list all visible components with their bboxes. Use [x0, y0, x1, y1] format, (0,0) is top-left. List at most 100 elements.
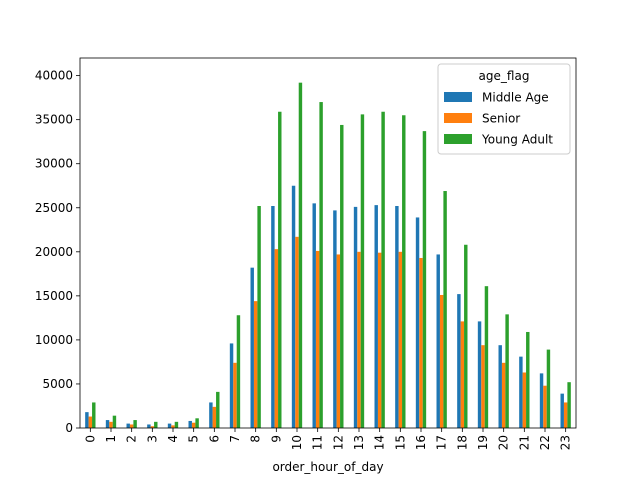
bar-young-adult-22	[546, 349, 551, 428]
x-tick-label: 1	[104, 435, 118, 443]
bar-middle-age-10	[291, 185, 296, 428]
bar-young-adult-6	[216, 391, 220, 428]
x-tick-label: 4	[166, 435, 180, 443]
x-tick-label: 12	[331, 435, 345, 450]
bar-middle-age-17	[436, 254, 440, 428]
bar-senior-6	[212, 406, 217, 428]
x-tick-label: 8	[249, 435, 263, 443]
bar-middle-age-15	[395, 206, 399, 428]
bar-senior-15	[398, 251, 403, 428]
y-tick-label: 40000	[35, 69, 73, 83]
bar-senior-18	[460, 321, 465, 428]
legend-label-senior: Senior	[482, 112, 520, 126]
bar-young-adult-13	[360, 114, 365, 428]
legend-box	[437, 63, 571, 155]
x-tick-label: 3	[145, 435, 159, 443]
x-axis-label: order_hour_of_day	[272, 460, 383, 474]
y-tick-label: 35000	[35, 113, 73, 127]
x-tick-label: 10	[290, 435, 304, 450]
bar-middle-age-22	[539, 373, 544, 428]
bar-young-adult-5	[195, 418, 199, 428]
legend: age_flag Middle Age Senior Young Adult	[437, 63, 571, 155]
bar-young-adult-19	[484, 286, 489, 428]
bar-senior-9	[274, 249, 279, 428]
x-tick-label: 22	[538, 435, 552, 450]
x-tick-label: 20	[497, 435, 511, 450]
bar-young-adult-20	[505, 314, 509, 428]
bar-senior-10	[295, 236, 299, 428]
bar-young-adult-4	[174, 421, 179, 428]
y-tick-label: 20000	[35, 245, 73, 259]
bar-young-adult-9	[278, 111, 282, 429]
bar-young-adult-8	[257, 206, 261, 428]
bar-middle-age-14	[374, 205, 378, 428]
bar-middle-age-4	[167, 423, 172, 428]
bar-senior-11	[315, 250, 320, 428]
bar-middle-age-1	[105, 420, 110, 428]
legend-swatch-young-adult	[444, 134, 472, 144]
bar-senior-16	[419, 257, 423, 428]
bar-middle-age-20	[498, 345, 502, 428]
bar-middle-age-9	[271, 206, 275, 428]
bar-young-adult-1	[112, 415, 117, 428]
bar-young-adult-18	[464, 244, 468, 428]
x-tick-label: 6	[207, 435, 221, 443]
x-tick-label: 15	[393, 435, 407, 450]
bar-senior-5	[191, 422, 196, 428]
y-tick-label: 30000	[35, 157, 73, 171]
legend-swatch-middle-age	[444, 92, 472, 102]
bar-young-adult-2	[133, 420, 137, 428]
x-tick-label: 19	[476, 435, 490, 450]
bar-middle-age-18	[457, 294, 461, 428]
x-tick-label: 17	[435, 435, 449, 450]
bar-young-adult-17	[443, 191, 447, 428]
bar-young-adult-3	[154, 421, 158, 428]
bar-young-adult-23	[567, 382, 571, 428]
bar-senior-1	[109, 421, 113, 428]
bar-middle-age-3	[147, 424, 151, 428]
bar-senior-7	[233, 362, 237, 428]
legend-label-young-adult: Young Adult	[481, 133, 553, 147]
bar-young-adult-21	[526, 331, 530, 428]
bar-senior-19	[481, 345, 485, 428]
bar-middle-age-11	[312, 203, 316, 428]
bar-young-adult-15	[402, 115, 406, 428]
y-tick-label: 10000	[35, 333, 73, 347]
bar-middle-age-8	[250, 267, 254, 428]
x-tick-label: 7	[228, 435, 242, 443]
legend-label-middle-age: Middle Age	[482, 91, 549, 105]
bar-senior-0	[88, 416, 93, 428]
legend-title: age_flag	[479, 69, 530, 83]
bar-middle-age-21	[519, 356, 523, 428]
bar-young-adult-11	[319, 102, 323, 429]
bar-young-adult-14	[381, 111, 385, 429]
x-tick-label: 23	[559, 435, 573, 450]
x-tick-label: 21	[517, 435, 531, 450]
bar-middle-age-0	[85, 412, 89, 428]
bar-young-adult-12	[340, 124, 344, 428]
x-tick-label: 18	[455, 435, 469, 450]
bar-middle-age-6	[209, 402, 213, 428]
bar-middle-age-23	[560, 393, 564, 428]
bar-senior-4	[171, 425, 175, 428]
bar-middle-age-5	[188, 420, 192, 428]
bar-middle-age-13	[353, 206, 358, 428]
bar-young-adult-0	[92, 402, 96, 428]
bar-young-adult-10	[298, 82, 303, 429]
bar-senior-2	[129, 424, 134, 428]
y-tick-label: 0	[65, 421, 73, 435]
bar-middle-age-19	[477, 321, 482, 428]
bar-senior-14	[377, 252, 382, 428]
bar-senior-20	[501, 362, 506, 428]
x-tick-label: 2	[125, 435, 139, 443]
y-tick-label: 5000	[42, 377, 73, 391]
y-tick-label: 15000	[35, 289, 73, 303]
x-tick-label: 0	[83, 435, 97, 443]
bar-senior-21	[522, 372, 527, 428]
x-tick-label: 5	[187, 435, 201, 443]
bars-layer	[85, 82, 571, 429]
x-tick-label: 11	[311, 435, 325, 450]
bar-young-adult-7	[236, 315, 241, 428]
bar-middle-age-16	[415, 217, 420, 428]
